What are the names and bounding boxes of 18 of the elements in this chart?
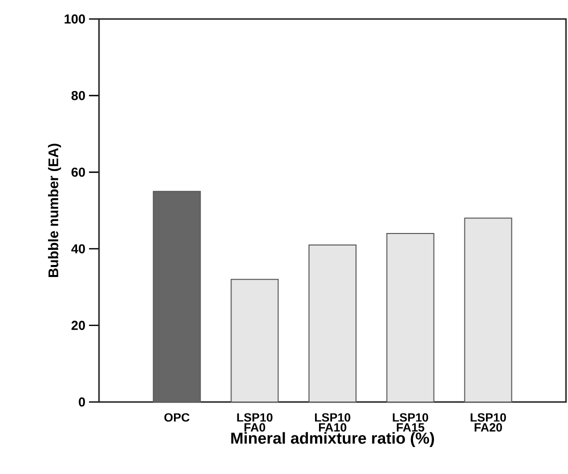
x-tick-label: OPC <box>164 413 190 422</box>
x-tick-label: LSP10 FA10 <box>315 413 350 432</box>
bar <box>464 218 512 402</box>
bar <box>152 190 201 402</box>
y-tick-label: 100 <box>64 14 85 24</box>
bar <box>308 244 357 402</box>
y-tick-label: 20 <box>72 320 85 330</box>
y-tick-label: 60 <box>72 168 85 177</box>
x-axis-title: Mineral admixture ratio (%) <box>231 432 434 447</box>
x-tick-label: LSP10 FA0 <box>237 413 272 432</box>
y-tick-label: 40 <box>71 244 85 254</box>
y-axis-title: Bubble number (EA) <box>48 144 62 277</box>
y-tick-label: 0 <box>78 397 85 407</box>
x-tick-label: LSP10 FA15 <box>392 413 428 432</box>
x-tick-label: LSP10 FA20 <box>470 413 506 432</box>
y-tick-label: 80 <box>71 90 85 100</box>
bar <box>386 232 434 402</box>
bar <box>230 278 279 402</box>
